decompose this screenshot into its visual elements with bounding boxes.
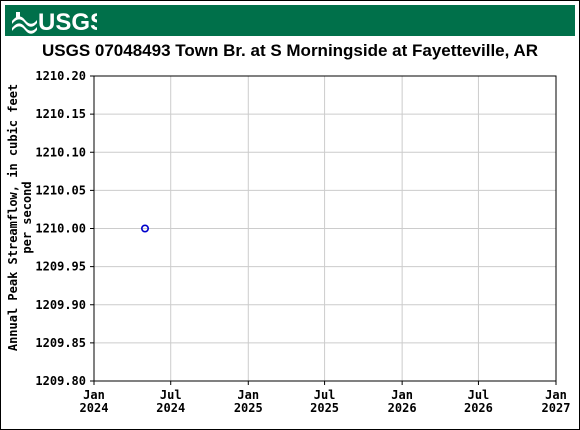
x-axis: Jan2024Jul2024Jan2025Jul2025Jan2026Jul20… [80,381,571,415]
y-tick-label: 1210.10 [35,145,86,159]
usgs-logo[interactable]: USGS [11,8,97,34]
data-point [141,224,150,233]
y-tick-label: 1210.00 [35,222,86,236]
x-tick-label-month: Jan [391,388,413,402]
y-tick-label: 1209.90 [35,298,86,312]
usgs-header-banner: USGS [5,5,575,36]
y-axis: 1210.20 1210.15 1210.10 1210.05 1210.00 1209.… [35,69,94,388]
x-tick-label-month: Jan [237,388,259,402]
x-tick-label-year: 2024 [156,401,185,415]
data-points [141,224,150,233]
x-tick-label-year: 2024 [80,401,109,415]
y-tick-label: 1210.15 [35,107,86,121]
x-tick-label-month: Jul [468,388,490,402]
y-tick-label: 1209.80 [35,374,86,388]
y-tick-label: 1209.85 [35,336,86,350]
x-tick-label-year: 2025 [234,401,263,415]
y-tick-label: 1209.95 [35,260,86,274]
grid-lines [93,75,557,382]
y-axis-title-line-2: per second [20,181,34,253]
y-axis-title-line-1: Annual Peak Streamflow, in cubic feet [6,84,20,351]
x-tick-label-year: 2026 [388,401,417,415]
x-tick-label-month: Jan [545,388,567,402]
y-tick-label: 1210.20 [35,69,86,83]
x-tick-label-month: Jul [314,388,336,402]
x-tick-label-month: Jul [160,388,182,402]
y-tick-label: 1210.05 [35,183,86,197]
chart-title: USGS 07048493 Town Br. at S Morningside … [42,41,538,60]
usgs-logo-text: USGS [38,9,97,34]
x-tick-label-month: Jan [83,388,105,402]
x-tick-label-year: 2025 [310,401,339,415]
x-tick-label-year: 2027 [542,401,571,415]
x-tick-label-year: 2026 [464,401,493,415]
